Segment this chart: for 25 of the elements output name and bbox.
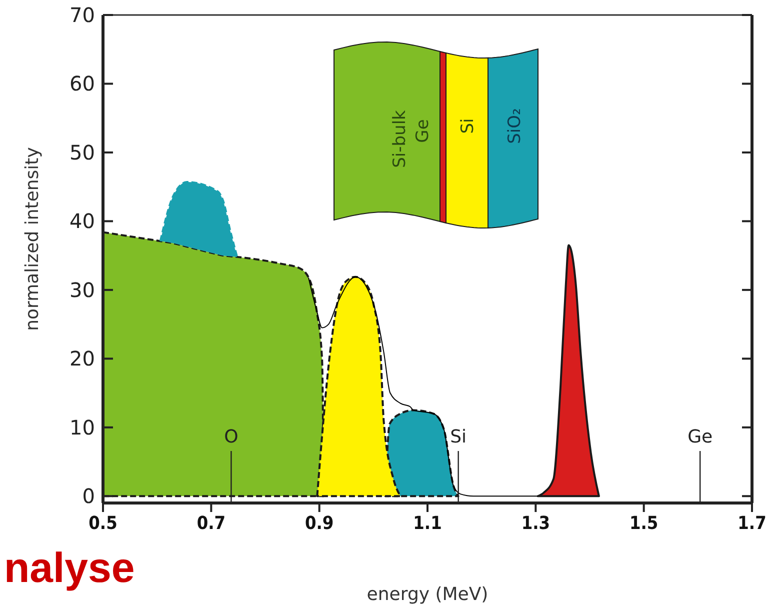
ref-line-label: Ge — [688, 426, 713, 448]
x-tick-label: 1.1 — [413, 513, 442, 534]
y-tick-label: 40 — [70, 209, 95, 234]
y-tick-label: 30 — [70, 278, 95, 302]
ref-line-label: O — [224, 426, 238, 448]
y-tick-label: 50 — [70, 140, 95, 164]
annotation: Si-bulk — [390, 110, 410, 168]
x-axis-title: energy (MeV) — [366, 584, 488, 605]
x-tick-label: 1.7 — [738, 513, 766, 534]
x-tick-label: 0.5 — [88, 513, 118, 534]
ref-line-label: Si — [450, 426, 467, 448]
text: nalyse — [4, 544, 135, 591]
y-tick-label: 70 — [70, 3, 95, 27]
y-tick-label: 60 — [70, 72, 95, 96]
y-tick-label: 10 — [70, 415, 95, 440]
x-tick-label: 0.7 — [196, 513, 226, 534]
annotation: SiO₂ — [505, 108, 525, 144]
y-tick-label: 0 — [82, 484, 95, 508]
x-tick-label: 0.9 — [304, 513, 334, 534]
y-axis-title: normalized intensity — [22, 146, 43, 331]
x-tick-label: 1.3 — [521, 513, 550, 534]
y-tick-label: 20 — [70, 346, 95, 371]
annotation: Si — [458, 118, 478, 134]
x-tick-label: 1.5 — [629, 513, 658, 534]
annotation: Ge — [413, 119, 433, 143]
